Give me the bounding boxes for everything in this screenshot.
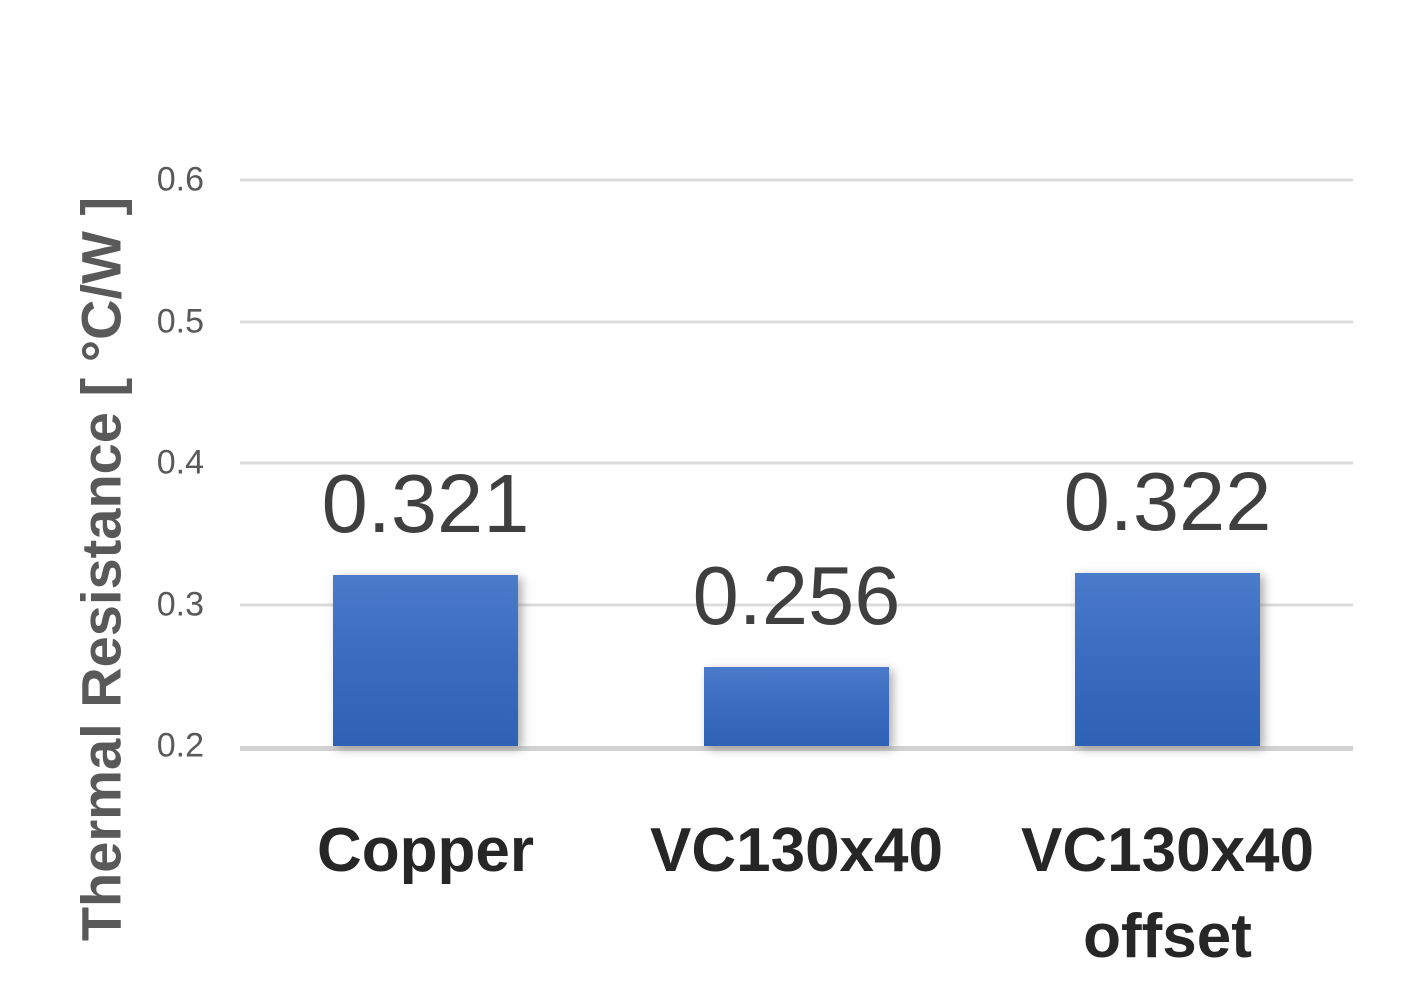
bar: [333, 574, 518, 746]
x-category-label: Copper: [317, 816, 534, 885]
gridline: [240, 320, 1353, 323]
y-tick-label: 0.6: [156, 160, 204, 199]
bar-value-label: 0.321: [321, 456, 530, 550]
x-category-label: VC130x40 offset: [1020, 816, 1315, 971]
y-tick-label: 0.3: [156, 585, 204, 623]
bar: [704, 666, 889, 746]
y-axis-title: Thermal Resistance [ °C/W ]: [69, 196, 133, 942]
y-tick-label: 0.5: [156, 302, 204, 340]
bar: [1075, 573, 1260, 746]
bar-value-label: 0.322: [1063, 455, 1272, 549]
y-tick-label: 0.2: [156, 726, 204, 765]
gridline: [240, 178, 1353, 182]
plot-area: 0.2 0.3 0.4 0.5 0.6 0.321 Copper 0.256 VC130x40 0…: [157, 161, 1353, 971]
y-tick-label: 0.4: [156, 443, 204, 482]
x-category-label: VC130x40: [649, 816, 944, 885]
bar-value-label: 0.256: [692, 548, 901, 642]
gridline: [240, 603, 1353, 606]
gridline: [240, 461, 1353, 465]
